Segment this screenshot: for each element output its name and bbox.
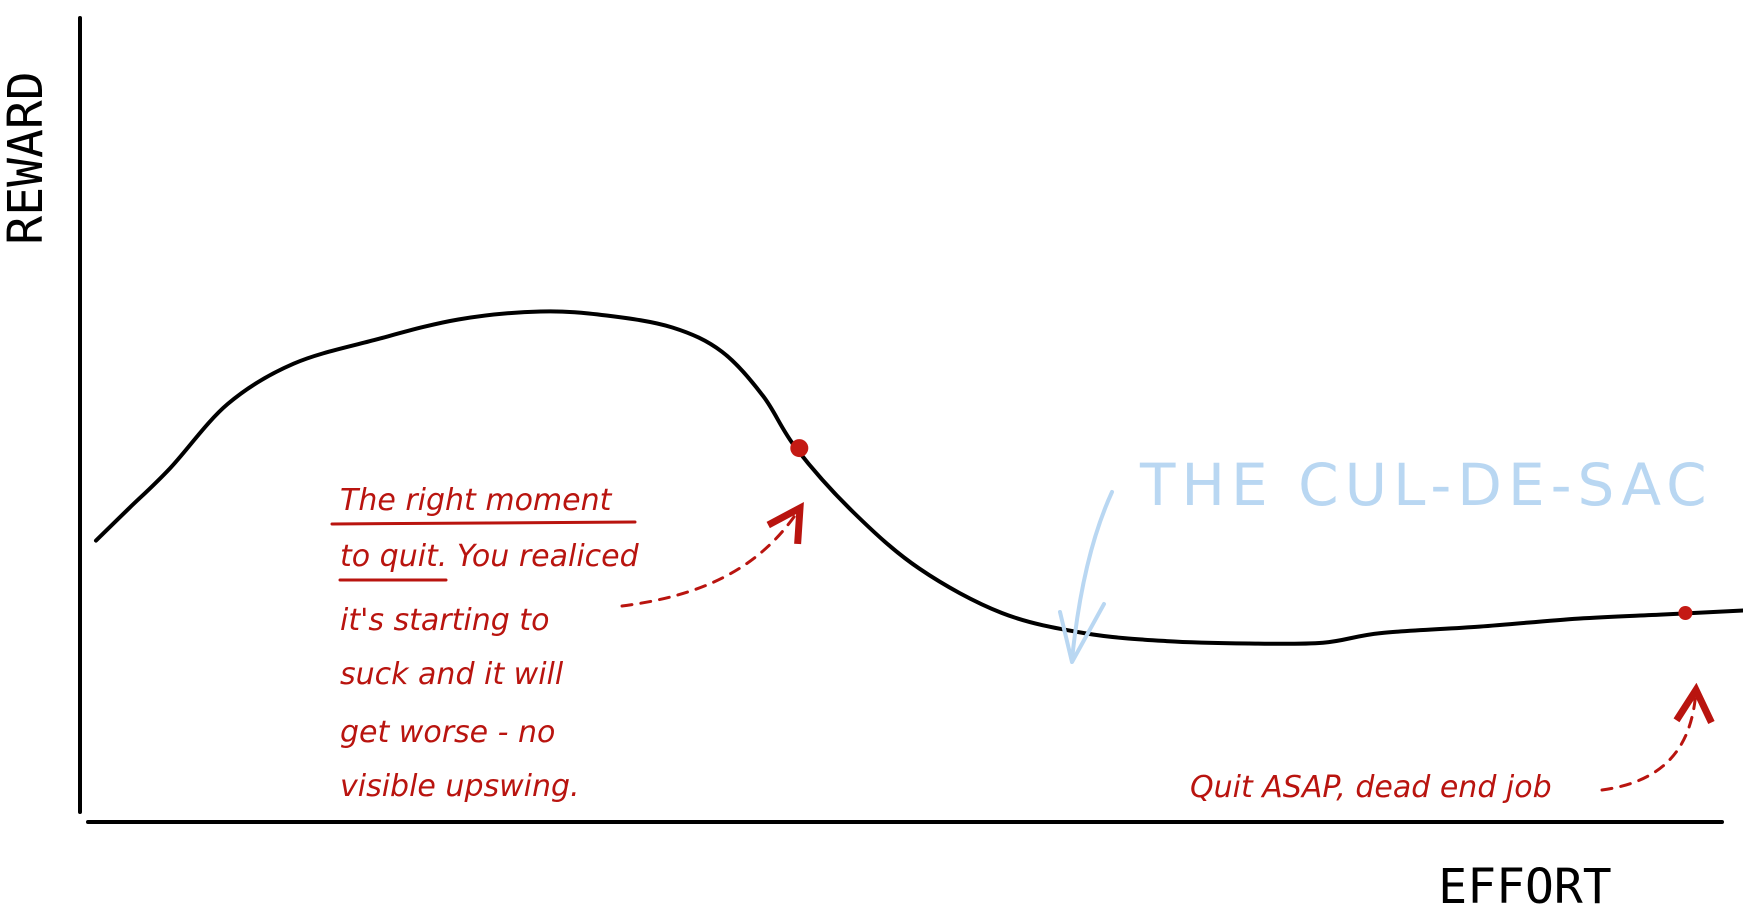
cul-de-sac-arrow xyxy=(1070,490,1114,662)
x-axis-label: EFFORT xyxy=(1438,859,1611,915)
right-moment-line-6: visible upswing. xyxy=(340,769,580,804)
right-moment-line-1: The right moment xyxy=(340,483,613,518)
dead-end-annotation: Quit ASAP, dead end job xyxy=(1190,690,1696,805)
cul-de-sac-annotation: THE CUL-DE-SAC xyxy=(1058,451,1713,664)
right-moment-arrow xyxy=(620,508,800,608)
highlight-point xyxy=(790,439,809,458)
highlight-point xyxy=(1678,606,1693,620)
right-moment-line-5: get worse - no xyxy=(340,715,555,750)
cul-de-sac-arrowhead xyxy=(1058,602,1106,664)
dead-end-label: Quit ASAP, dead end job xyxy=(1190,770,1552,805)
reward-curve xyxy=(94,309,1743,646)
cul-de-sac-label: THE CUL-DE-SAC xyxy=(1139,451,1713,519)
dead-end-arrow xyxy=(1600,690,1696,792)
right-moment-line-2: to quit. You realiced xyxy=(340,539,640,574)
y-axis-label: REWARD xyxy=(0,71,54,244)
highlight-points xyxy=(790,439,1693,620)
right-moment-line-3: it's starting to xyxy=(340,603,549,638)
right-moment-underline-1 xyxy=(330,520,637,526)
right-moment-annotation: The right moment to quit. You realiced i… xyxy=(330,483,800,804)
right-moment-line-4: suck and it will xyxy=(340,657,564,692)
